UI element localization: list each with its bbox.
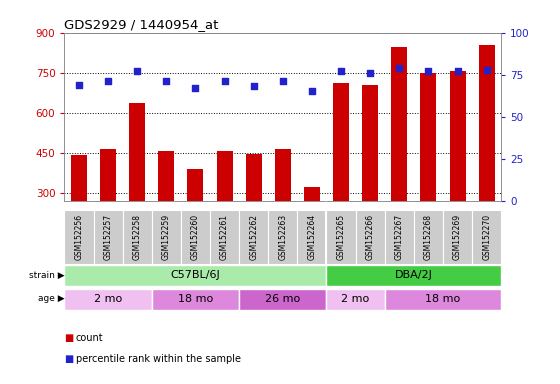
FancyBboxPatch shape [268,210,297,264]
Text: GSM152256: GSM152256 [74,214,83,260]
Text: 18 mo: 18 mo [426,294,460,304]
Bar [333,83,349,273]
Text: ■: ■ [64,333,74,343]
Text: age ▶: age ▶ [38,294,64,303]
Text: percentile rank within the sample: percentile rank within the sample [76,354,241,364]
FancyBboxPatch shape [152,289,239,310]
Point [482,66,491,73]
Text: GSM152263: GSM152263 [278,214,287,260]
Point [74,82,83,88]
Point [395,65,404,71]
Bar [71,156,87,273]
Bar [188,169,203,273]
FancyBboxPatch shape [152,210,181,264]
Point [133,68,142,74]
Text: GSM152265: GSM152265 [337,214,346,260]
Bar [479,45,494,273]
FancyBboxPatch shape [356,210,385,264]
Text: DBA/2J: DBA/2J [395,270,433,280]
Point [162,78,171,84]
Text: GSM152267: GSM152267 [395,214,404,260]
FancyBboxPatch shape [239,210,268,264]
FancyBboxPatch shape [385,289,501,310]
FancyBboxPatch shape [472,210,501,264]
Bar [304,187,320,273]
FancyBboxPatch shape [64,210,94,264]
FancyBboxPatch shape [123,210,152,264]
Text: 26 mo: 26 mo [265,294,300,304]
FancyBboxPatch shape [64,289,152,310]
Point [366,70,375,76]
FancyBboxPatch shape [239,289,326,310]
Text: C57BL/6J: C57BL/6J [171,270,220,280]
Text: GSM152261: GSM152261 [220,214,229,260]
FancyBboxPatch shape [326,265,501,286]
Point [191,85,200,91]
Point [104,78,113,84]
FancyBboxPatch shape [181,210,210,264]
Bar [100,149,116,273]
Bar [391,47,407,273]
FancyBboxPatch shape [94,210,123,264]
Bar [450,71,465,273]
Point [453,68,462,74]
Point [424,68,433,74]
FancyBboxPatch shape [64,265,326,286]
Text: GDS2929 / 1440954_at: GDS2929 / 1440954_at [64,18,219,31]
FancyBboxPatch shape [297,210,326,264]
Point [278,78,287,84]
Text: count: count [76,333,103,343]
Text: GSM152264: GSM152264 [307,214,316,260]
FancyBboxPatch shape [414,210,443,264]
Text: GSM152260: GSM152260 [191,214,200,260]
Text: GSM152262: GSM152262 [249,214,258,260]
Text: GSM152257: GSM152257 [104,214,113,260]
Text: ■: ■ [64,354,74,364]
Text: 2 mo: 2 mo [94,294,122,304]
FancyBboxPatch shape [385,210,414,264]
FancyBboxPatch shape [210,210,239,264]
Point [337,68,346,74]
Text: GSM152268: GSM152268 [424,214,433,260]
Bar [217,151,232,273]
Bar [129,103,145,273]
Point [220,78,229,84]
Text: GSM152270: GSM152270 [482,214,491,260]
Text: 18 mo: 18 mo [178,294,213,304]
Text: strain ▶: strain ▶ [29,271,64,280]
Bar [246,154,262,273]
Point [307,88,316,94]
Point [249,83,258,89]
Text: GSM152258: GSM152258 [133,214,142,260]
Bar [158,151,174,273]
Text: 2 mo: 2 mo [342,294,370,304]
FancyBboxPatch shape [443,210,472,264]
Bar [362,84,378,273]
Text: GSM152259: GSM152259 [162,214,171,260]
FancyBboxPatch shape [326,210,356,264]
Bar [275,149,291,273]
Text: GSM152269: GSM152269 [453,214,462,260]
Bar [421,73,436,273]
Text: GSM152266: GSM152266 [366,214,375,260]
FancyBboxPatch shape [326,289,385,310]
